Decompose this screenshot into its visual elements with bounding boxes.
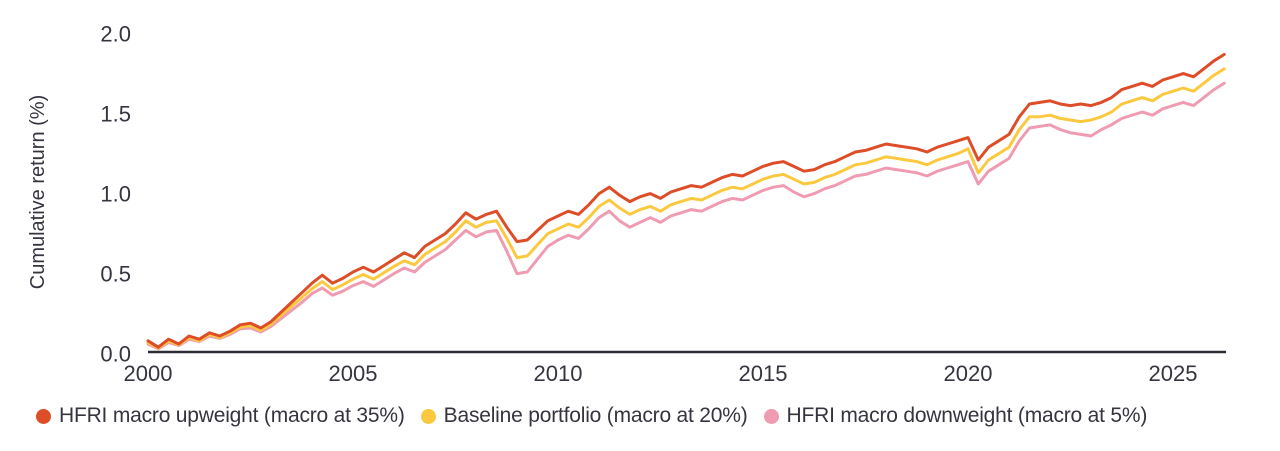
legend-item-upweight: HFRI macro upweight (macro at 35%) (36, 404, 405, 428)
x-tick-label: 2020 (944, 361, 993, 386)
y-tick-label: 1.0 (100, 182, 131, 207)
y-axis-title: Cumulative return (%) (27, 95, 49, 290)
series-lines (146, 52, 1226, 351)
x-tick-label: 2025 (1149, 361, 1198, 386)
series-line-1 (146, 67, 1226, 350)
series-line-0 (146, 52, 1226, 349)
y-tick-label: 0.0 (100, 342, 131, 367)
legend-label-upweight: HFRI macro upweight (macro at 35%) (59, 404, 405, 427)
y-tick-label: 0.5 (100, 262, 131, 287)
upweight-series-swatch-icon (36, 408, 51, 424)
legend-item-downweight: HFRI macro downweight (macro at 5%) (763, 404, 1148, 428)
legend-item-baseline: Baseline portfolio (macro at 20%) (420, 404, 748, 428)
y-axis-tick-labels: 0.0 0.5 1.0 1.5 2.0 (100, 22, 131, 367)
x-tick-label: 2010 (534, 361, 583, 386)
y-tick-label: 2.0 (100, 22, 131, 47)
x-tick-label: 2000 (124, 361, 173, 386)
downweight-series-swatch-icon (763, 408, 779, 424)
legend-label-baseline: Baseline portfolio (macro at 20%) (443, 404, 748, 427)
baseline-series-swatch-icon (420, 408, 436, 424)
legend-label-downweight: HFRI macro downweight (macro at 5%) (786, 404, 1148, 427)
legend: HFRI macro upweight (macro at 35%) Basel… (36, 404, 1147, 428)
y-tick-label: 1.5 (100, 102, 131, 127)
x-axis-tick-labels: 2000 2005 2010 2015 2020 2025 (124, 361, 1198, 386)
x-tick-label: 2015 (739, 361, 788, 386)
cumulative-return-line-chart: Cumulative return (%) 0.0 0.5 1.0 1.5 2.0 20… (27, 22, 1226, 386)
series-line-2 (146, 81, 1226, 351)
x-tick-label: 2005 (329, 361, 378, 386)
